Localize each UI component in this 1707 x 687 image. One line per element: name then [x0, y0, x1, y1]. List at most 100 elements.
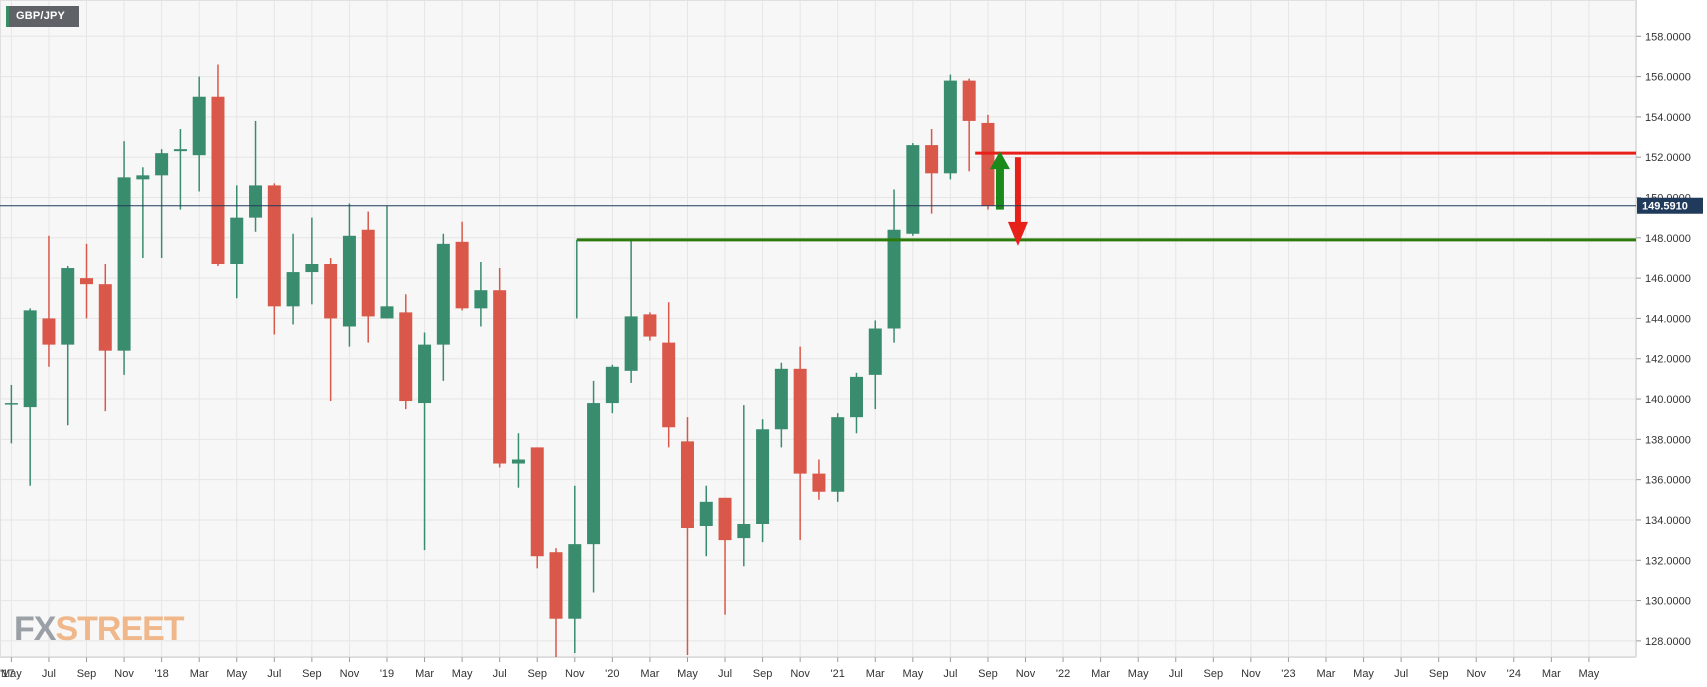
logo-street: STREET — [55, 610, 184, 648]
x-tick-label: Sep — [1429, 668, 1449, 680]
x-tick-label: Mar — [640, 668, 659, 680]
x-tick-label: May — [452, 668, 473, 680]
ticker-badge[interactable]: GBP/JPY — [6, 6, 80, 27]
candle-bull — [587, 403, 601, 545]
up-arrow-head — [989, 151, 1010, 170]
x-tick-label: '20 — [605, 668, 619, 680]
x-tick-label: Sep — [77, 668, 97, 680]
x-tick-label: Mar — [1317, 668, 1336, 680]
candle-bull — [511, 459, 525, 464]
y-tick-label: 128.0000 — [1645, 636, 1691, 648]
y-tick-label: 140.0000 — [1645, 394, 1691, 406]
candle-bear — [267, 185, 281, 307]
y-tick-label: 152.0000 — [1645, 152, 1691, 164]
x-tick-label: Nov — [1241, 668, 1261, 680]
y-tick-label: 146.0000 — [1645, 273, 1691, 285]
candle-bull — [61, 268, 75, 345]
x-tick-label: Mar — [190, 668, 209, 680]
candle-bull — [605, 366, 619, 404]
candle-bear — [981, 122, 995, 206]
x-tick-label: May — [1, 668, 22, 680]
x-tick-label: May — [1128, 668, 1149, 680]
plot-background — [0, 0, 1636, 657]
x-tick-label: May — [902, 668, 923, 680]
x-tick-label: Sep — [978, 668, 998, 680]
candle-bear — [925, 145, 939, 174]
candle-bull — [774, 368, 788, 430]
x-tick-label: Mar — [1542, 668, 1561, 680]
candle-bear — [399, 312, 413, 402]
x-tick-label: Sep — [302, 668, 322, 680]
candle-bear — [324, 264, 338, 319]
x-tick-label: '21 — [831, 668, 845, 680]
x-tick-label: Jul — [1169, 668, 1183, 680]
candle-bull — [624, 316, 638, 371]
up-arrow-shaft — [995, 167, 1004, 210]
x-tick-label: May — [226, 668, 247, 680]
x-tick-label: May — [1353, 668, 1374, 680]
candle-bull — [737, 523, 751, 539]
candle-bear — [643, 314, 657, 337]
candle-bull — [568, 544, 582, 619]
candle-bull — [136, 175, 150, 180]
down-arrow-shaft — [1014, 157, 1021, 224]
x-tick-label: Jul — [943, 668, 957, 680]
x-tick-label: '23 — [1281, 668, 1295, 680]
candle-bear — [211, 96, 225, 265]
y-tick-label: 144.0000 — [1645, 313, 1691, 325]
y-tick-label: 136.0000 — [1645, 475, 1691, 487]
candle-bear — [718, 497, 732, 541]
x-tick-label: Nov — [790, 668, 810, 680]
candle-bull — [249, 185, 263, 218]
candle-bear — [530, 447, 544, 557]
candle-bull — [23, 310, 37, 408]
candle-bear — [549, 552, 563, 619]
candle-bull — [230, 217, 244, 265]
y-tick-label: 142.0000 — [1645, 354, 1691, 366]
candle-bull — [342, 235, 356, 327]
candle-bull — [474, 290, 488, 309]
candle-bear — [662, 342, 676, 428]
candle-bear — [812, 473, 826, 492]
x-tick-label: '17 — [0, 668, 14, 680]
candle-bull — [117, 177, 131, 351]
candle-bull — [887, 229, 901, 329]
candle-bull — [286, 272, 300, 307]
y-tick-label: 158.0000 — [1645, 31, 1691, 43]
x-tick-label: May — [1579, 668, 1600, 680]
fxstreet-logo: FXSTREET — [14, 610, 185, 649]
y-tick-label: 156.0000 — [1645, 72, 1691, 84]
candle-bear — [793, 368, 807, 474]
candle-bull — [943, 80, 957, 174]
candle-bull — [155, 153, 169, 176]
x-tick-label: Jul — [1394, 668, 1408, 680]
candle-bull — [906, 145, 920, 234]
x-tick-label: '18 — [154, 668, 168, 680]
candle-bull — [305, 264, 319, 273]
candle-bear — [98, 284, 112, 351]
candle-bull — [868, 328, 882, 375]
y-tick-label: 154.0000 — [1645, 112, 1691, 124]
x-tick-label: '24 — [1507, 668, 1521, 680]
candle-bear — [42, 318, 56, 345]
candle-bull — [4, 403, 18, 405]
candle-bull — [831, 417, 845, 492]
candle-bear — [680, 441, 694, 529]
x-tick-label: Nov — [1466, 668, 1486, 680]
candle-bull — [192, 96, 206, 156]
candle-bear — [361, 229, 375, 317]
x-tick-label: Nov — [1016, 668, 1036, 680]
plot-border — [0, 0, 1636, 657]
candle-bear — [493, 290, 507, 464]
candle-bear — [962, 80, 976, 121]
x-tick-label: Jul — [267, 668, 281, 680]
x-tick-label: '19 — [380, 668, 394, 680]
candle-bull — [436, 243, 450, 345]
x-tick-label: Nov — [340, 668, 360, 680]
x-tick-label: Nov — [565, 668, 585, 680]
current-price-tag — [1637, 197, 1703, 214]
x-tick-label: May — [677, 668, 698, 680]
candle-bull — [699, 501, 713, 527]
